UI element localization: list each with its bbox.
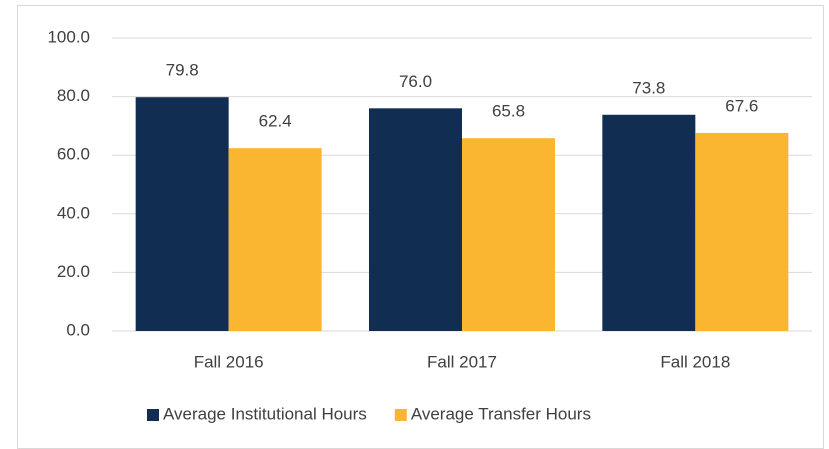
- data-label: 76.0: [399, 72, 432, 91]
- x-tick-label: Fall 2016: [194, 352, 264, 371]
- data-label: 73.8: [632, 78, 665, 97]
- data-label: 67.6: [725, 96, 758, 115]
- x-tick-label: Fall 2018: [660, 352, 730, 371]
- data-label: 62.4: [259, 112, 292, 131]
- y-tick-label: 0.0: [66, 320, 90, 339]
- bar: [369, 108, 462, 331]
- data-label: 65.8: [492, 102, 525, 121]
- bar: [462, 138, 555, 331]
- y-tick-label: 80.0: [57, 86, 90, 105]
- legend-swatch: [147, 409, 159, 421]
- data-label: 79.8: [166, 61, 199, 80]
- y-tick-label: 60.0: [57, 145, 90, 164]
- bar: [228, 148, 322, 331]
- bar: [135, 97, 229, 331]
- bar: [695, 132, 789, 331]
- legend-label: Average Transfer Hours: [411, 404, 591, 423]
- bar: [602, 114, 696, 332]
- y-tick-label: 100.0: [47, 27, 90, 46]
- legend-label: Average Institutional Hours: [163, 404, 367, 423]
- y-tick-label: 20.0: [57, 262, 90, 281]
- legend-swatch: [394, 409, 407, 421]
- y-tick-label: 40.0: [57, 203, 90, 222]
- x-tick-label: Fall 2017: [427, 352, 497, 371]
